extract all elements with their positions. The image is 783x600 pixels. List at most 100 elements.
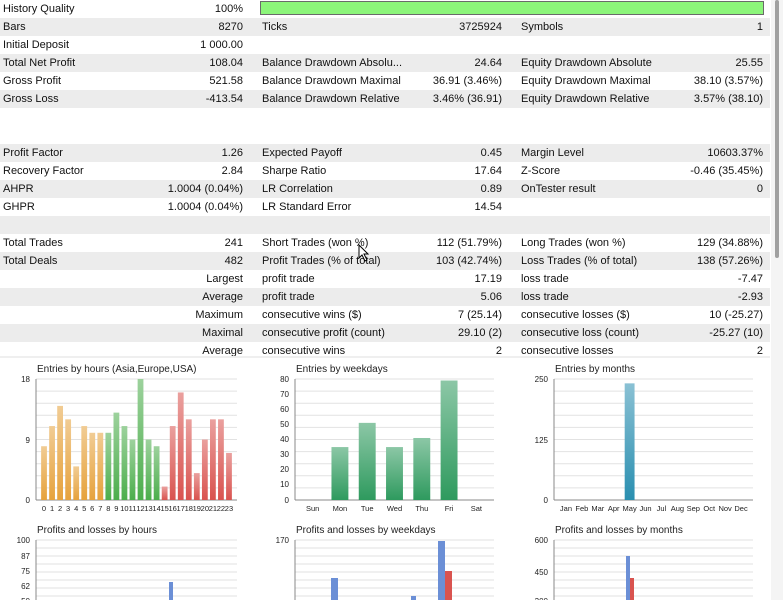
bar-4 bbox=[73, 466, 80, 500]
bar-7 bbox=[97, 432, 104, 500]
stat-row: Maximal consecutive profit (count) 29.10 (… bbox=[0, 324, 770, 342]
chart-title: Profits and losses by months bbox=[555, 525, 683, 536]
vertical-scrollbar[interactable] bbox=[771, 0, 783, 600]
bar-0 bbox=[41, 446, 47, 500]
x-tick-label: Sun bbox=[306, 504, 319, 513]
bar-15 bbox=[161, 486, 168, 500]
x-tick-label: Apr bbox=[608, 504, 620, 513]
x-tick-label: 18 bbox=[185, 504, 193, 513]
x-tick-label: Jun bbox=[639, 504, 651, 513]
y-tick-label: 70 bbox=[280, 390, 289, 399]
y-tick-label: 125 bbox=[535, 436, 549, 445]
scrollbar-thumb[interactable] bbox=[775, 0, 779, 258]
y-tick-label: 50 bbox=[21, 597, 30, 600]
x-tick-label: Fri bbox=[445, 504, 454, 513]
bar-Tue bbox=[358, 422, 376, 500]
x-tick-label: 9 bbox=[114, 504, 118, 513]
x-tick-label: Oct bbox=[703, 504, 716, 513]
x-tick-label: 11 bbox=[129, 504, 137, 513]
x-tick-label: Sat bbox=[471, 504, 483, 513]
x-tick-label: 4 bbox=[74, 504, 78, 513]
y-tick-label: 100 bbox=[17, 536, 31, 545]
y-tick-label: 0 bbox=[285, 496, 290, 505]
mouse-cursor-icon bbox=[358, 244, 370, 262]
statistics-table: History Quality 100% Bars 8270 Ticks 372592… bbox=[0, 0, 770, 360]
x-tick-label: 6 bbox=[90, 504, 94, 513]
bar-weekday-partial bbox=[445, 571, 452, 600]
y-tick-label: 250 bbox=[535, 375, 549, 384]
bar-20 bbox=[201, 439, 208, 500]
stat-row: Total Net Profit 108.04 Balance Drawdown A… bbox=[0, 54, 770, 72]
x-tick-label: 23 bbox=[225, 504, 233, 513]
x-tick-label: Tue bbox=[361, 504, 374, 513]
y-tick-label: 170 bbox=[276, 536, 290, 545]
x-tick-label: 2 bbox=[58, 504, 62, 513]
x-tick-label: 13 bbox=[144, 504, 152, 513]
bar-9 bbox=[113, 412, 120, 500]
x-tick-label: Thu bbox=[415, 504, 428, 513]
y-tick-label: 450 bbox=[535, 568, 549, 577]
bar-17 bbox=[177, 392, 184, 500]
x-tick-label: Sep bbox=[687, 504, 700, 513]
bar-16 bbox=[169, 426, 176, 500]
x-tick-label: 1 bbox=[50, 504, 54, 513]
bar-1 bbox=[49, 426, 55, 500]
x-tick-label: 17 bbox=[177, 504, 185, 513]
y-tick-label: 0 bbox=[544, 496, 549, 505]
y-tick-label: 62 bbox=[21, 582, 30, 591]
x-tick-label: 8 bbox=[106, 504, 110, 513]
x-tick-label: 19 bbox=[193, 504, 201, 513]
section-divider bbox=[0, 356, 770, 358]
stat-row: Profit Factor 1.26 Expected Payoff 0.45 Marg… bbox=[0, 144, 770, 162]
bar-18 bbox=[185, 419, 192, 500]
y-tick-label: 18 bbox=[21, 375, 30, 384]
bar-Wed bbox=[386, 447, 403, 500]
x-tick-label: 12 bbox=[136, 504, 144, 513]
bar-weekday-partial bbox=[438, 541, 445, 600]
bar-2 bbox=[57, 405, 63, 500]
x-tick-label: Jul bbox=[657, 504, 667, 513]
x-tick-label: Wed bbox=[387, 504, 402, 513]
x-tick-label: 10 bbox=[120, 504, 128, 513]
y-tick-label: 600 bbox=[535, 536, 549, 545]
y-tick-label: 80 bbox=[280, 375, 289, 384]
y-tick-label: 40 bbox=[280, 435, 289, 444]
bar-3 bbox=[65, 419, 72, 500]
chart-title: Entries by weekdays bbox=[296, 364, 388, 375]
x-tick-label: 22 bbox=[217, 504, 225, 513]
bar-Fri bbox=[440, 380, 458, 500]
x-tick-label: 15 bbox=[160, 504, 168, 513]
bar-6 bbox=[89, 432, 96, 500]
stats-group-general: Bars 8270 Ticks 3725924 Symbols 1 Initial Depo… bbox=[0, 18, 770, 108]
y-tick-label: 9 bbox=[26, 436, 31, 445]
x-tick-label: 14 bbox=[152, 504, 160, 513]
x-tick-label: 16 bbox=[169, 504, 177, 513]
bar-hour-partial bbox=[169, 582, 173, 600]
bar-14 bbox=[153, 446, 160, 500]
bar-11 bbox=[129, 439, 136, 500]
bar-23 bbox=[226, 452, 232, 500]
history-quality-row: History Quality 100% bbox=[0, 0, 770, 18]
bar-13 bbox=[145, 439, 152, 500]
x-tick-label: 7 bbox=[98, 504, 102, 513]
x-tick-label: 3 bbox=[66, 504, 70, 513]
x-tick-label: Mar bbox=[591, 504, 604, 513]
stats-group-trades: Total Trades 241 Short Trades (won %) 112 (… bbox=[0, 234, 770, 360]
x-tick-label: May bbox=[623, 504, 637, 513]
bar-Thu bbox=[413, 437, 431, 500]
y-tick-label: 60 bbox=[280, 405, 289, 414]
stat-row: AHPR 1.0004 (0.04%) LR Correlation 0.89 OnTe… bbox=[0, 180, 770, 198]
bar-22 bbox=[218, 419, 224, 500]
stat-row: Gross Loss -413.54 Balance Drawdown Relati… bbox=[0, 90, 770, 108]
x-tick-label: 5 bbox=[82, 504, 86, 513]
x-tick-label: 0 bbox=[42, 504, 46, 513]
bar-19 bbox=[193, 473, 200, 500]
y-tick-label: 20 bbox=[280, 465, 289, 474]
bar-May bbox=[624, 383, 635, 500]
x-tick-label: Dec bbox=[734, 504, 748, 513]
y-tick-label: 30 bbox=[280, 450, 289, 459]
y-tick-label: 75 bbox=[21, 567, 30, 576]
stat-row: Average profit trade 5.06 loss trade -2.93 bbox=[0, 288, 770, 306]
bar-weekday-partial bbox=[411, 596, 416, 600]
